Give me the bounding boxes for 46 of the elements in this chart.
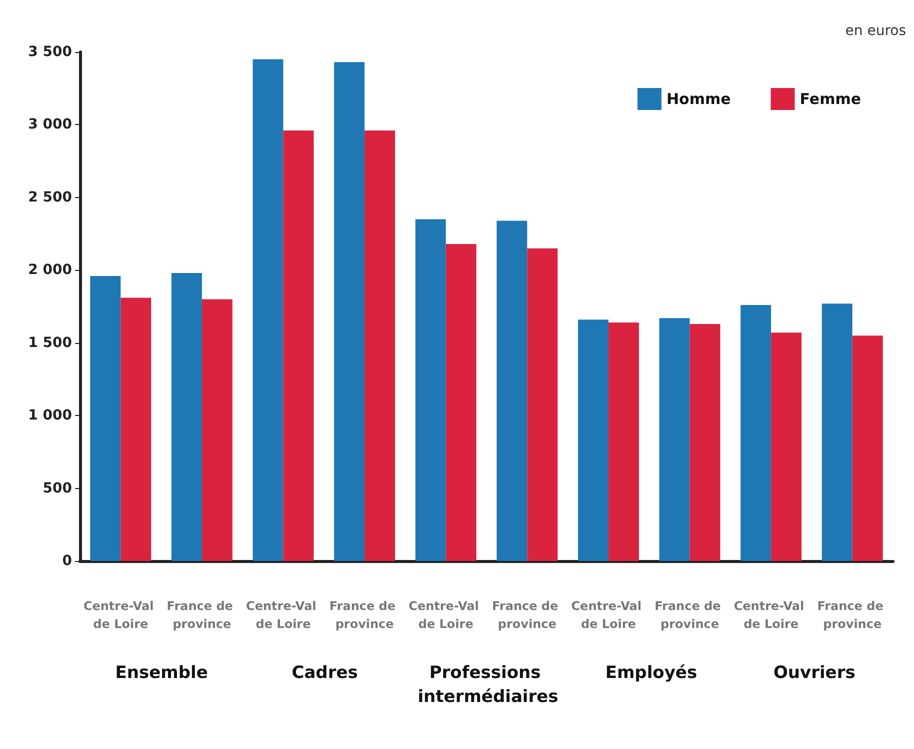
y-tick-label: 2 500 [28,189,72,206]
bar [852,336,883,561]
bar [202,299,232,561]
text: Ensemble [115,663,208,683]
text: Cadres [292,663,358,683]
text: Professions intermédiaires [418,663,558,707]
legend-label: Femme [800,90,862,108]
text: Ouvriers [773,663,856,683]
y-tick-label: 1 000 [28,408,72,424]
bar [659,318,690,561]
bar [415,219,446,561]
bar [608,322,639,561]
bar [252,59,284,561]
bar [690,324,720,561]
x-tick-label: France de province [492,599,562,631]
x-tick-label: France de province [654,599,725,631]
x-tick-label: Centre-Val de Loire [246,599,320,631]
x-tick-label: Centre-Val de Loire [83,599,158,631]
bar [771,332,802,561]
bar [334,62,365,561]
bar [283,130,314,561]
x-tick-label: France de province [817,599,888,631]
x-tick-label: France de province [166,599,238,631]
y-axis-title: en euros [845,23,906,39]
bar [740,305,772,561]
y-tick-label: 1 500 [28,334,72,351]
y-tick-label: 2 000 [28,262,72,278]
text: Employés [605,663,698,683]
x-tick-label: Centre-Val de Loire [408,599,484,631]
bar [446,244,476,561]
y-tick-label: 3 000 [28,116,72,133]
y-tick-label: 500 [42,480,72,496]
bar [90,276,121,561]
x-tick-label: France de province [329,599,400,631]
bar [496,220,528,561]
bar [527,248,558,561]
x-tick-label: Centre-Val de Loire [571,599,646,631]
x-tick-label: Centre-Val de Loire [734,599,808,631]
bar [578,320,608,561]
bar [120,298,152,561]
bar [171,273,202,561]
bar [822,304,852,561]
bar [364,130,396,561]
y-tick-label: 0 [62,553,72,569]
y-tick-label: 3 500 [28,44,72,60]
legend-label: Homme [666,90,731,108]
